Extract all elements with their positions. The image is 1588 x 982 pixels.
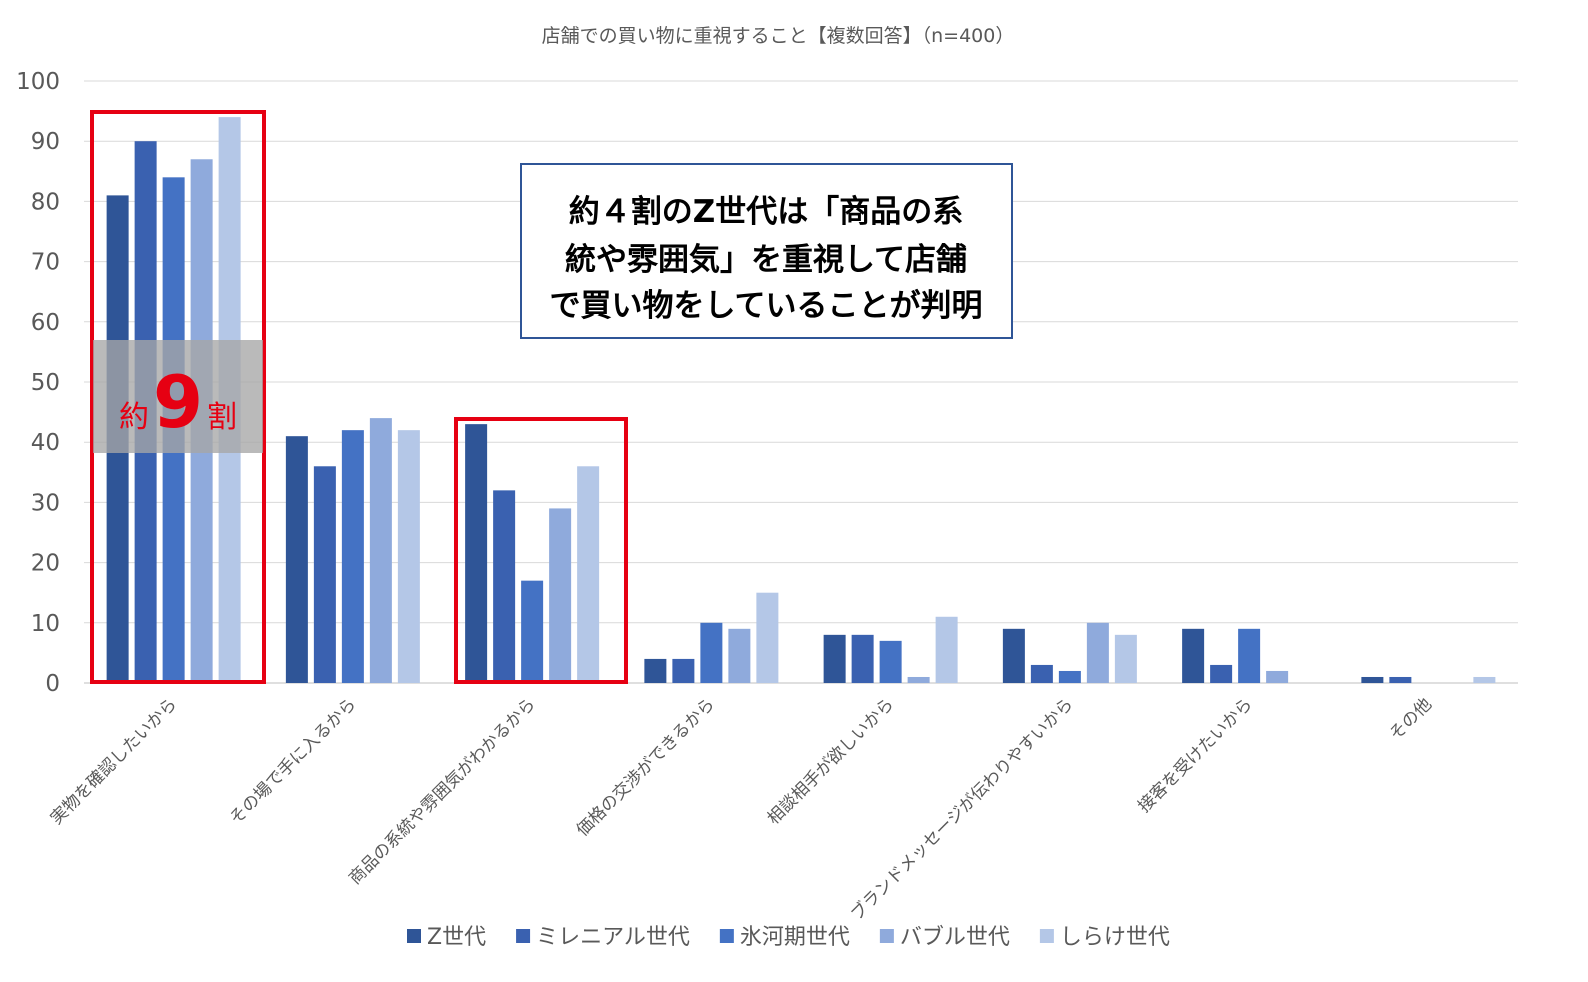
y-tick-label: 10 bbox=[31, 611, 60, 637]
y-tick-label: 80 bbox=[31, 189, 60, 215]
bar bbox=[728, 628, 751, 683]
legend-item: バブル世代 bbox=[879, 925, 1010, 950]
bar bbox=[1058, 670, 1081, 683]
legend-item: しらけ世代 bbox=[1039, 925, 1170, 950]
x-tick-label: 相談相手が欲しいから bbox=[764, 694, 898, 828]
bar bbox=[1086, 622, 1109, 683]
bar bbox=[1114, 634, 1137, 683]
callout-line-2: 統や雰囲気」を重視して店舗 bbox=[565, 242, 967, 278]
legend-swatch bbox=[879, 929, 894, 943]
y-tick-label: 90 bbox=[31, 129, 60, 155]
x-tick-label: その場で手に入るから bbox=[226, 694, 360, 828]
bar bbox=[1266, 670, 1289, 683]
bar bbox=[285, 436, 308, 683]
bar bbox=[644, 658, 667, 683]
legend-swatch bbox=[719, 929, 734, 943]
legend-label: ミレニアル世代 bbox=[536, 925, 690, 950]
bar bbox=[879, 640, 902, 683]
bar bbox=[1030, 664, 1053, 683]
bar bbox=[907, 676, 930, 683]
bar bbox=[1002, 628, 1025, 683]
x-tick-label: 価格の交渉ができるから bbox=[573, 694, 719, 840]
bar bbox=[313, 466, 336, 683]
legend-swatch bbox=[1039, 929, 1054, 943]
bar bbox=[493, 490, 516, 683]
legend-label: Z世代 bbox=[427, 925, 486, 950]
bar bbox=[756, 592, 779, 683]
nine-prefix: 約 bbox=[119, 400, 149, 435]
highlight-box-atmosphere bbox=[454, 417, 628, 684]
x-tick-label: 接客を受けたいから bbox=[1134, 694, 1256, 816]
bar bbox=[577, 466, 600, 683]
bar bbox=[1182, 628, 1205, 683]
nine-suffix: 割 bbox=[207, 400, 237, 435]
legend-item: Z世代 bbox=[407, 925, 486, 950]
legend-item: 氷河期世代 bbox=[719, 925, 850, 950]
bar bbox=[341, 430, 364, 683]
highlight-box-actual bbox=[90, 110, 266, 684]
bar bbox=[397, 430, 420, 683]
bar bbox=[369, 418, 392, 683]
legend-label: バブル世代 bbox=[900, 925, 1010, 950]
nine-label: 約9 割 bbox=[119, 360, 237, 444]
bar bbox=[935, 616, 958, 683]
nine-overlay bbox=[93, 340, 263, 453]
legend-swatch bbox=[407, 929, 421, 943]
bar bbox=[1210, 664, 1233, 683]
bar bbox=[1361, 676, 1384, 683]
legend-item: ミレニアル世代 bbox=[516, 925, 690, 950]
legend-label: しらけ世代 bbox=[1060, 925, 1170, 950]
y-tick-label: 40 bbox=[31, 430, 60, 456]
bar bbox=[465, 424, 488, 683]
bar bbox=[851, 634, 874, 683]
bar bbox=[1389, 676, 1412, 683]
x-tick-label: その他 bbox=[1386, 694, 1436, 744]
y-tick-label: 50 bbox=[31, 370, 60, 396]
y-tick-label: 100 bbox=[16, 69, 60, 95]
y-tick-label: 0 bbox=[45, 671, 60, 697]
y-tick-label: 70 bbox=[31, 250, 60, 276]
x-tick-label: ブランドメッセージが伝わりやすいから bbox=[846, 694, 1077, 925]
y-tick-label: 30 bbox=[31, 490, 60, 516]
legend-label: 氷河期世代 bbox=[740, 925, 850, 950]
bar bbox=[700, 622, 723, 683]
y-tick-label: 60 bbox=[31, 310, 60, 336]
bar bbox=[672, 658, 695, 683]
callout-box bbox=[520, 163, 1013, 339]
callout-line-1: 約４割のZ世代は「商品の系 bbox=[569, 194, 963, 230]
legend-swatch bbox=[516, 929, 531, 943]
y-axis-ticks: 0 10 20 30 40 50 60 70 80 90 100 bbox=[16, 69, 60, 697]
bar bbox=[823, 634, 846, 683]
nine-number: 9 bbox=[153, 360, 203, 444]
x-tick-label: 商品の系統や雰囲気がわかるから bbox=[345, 694, 539, 888]
bar bbox=[549, 508, 572, 683]
chart-title: 店舗での買い物に重視すること【複数回答】（n=400） bbox=[542, 25, 1015, 47]
y-tick-label: 20 bbox=[31, 551, 60, 577]
bar bbox=[1473, 676, 1496, 683]
legend: Z世代 ミレニアル世代 氷河期世代 バブル世代 しらけ世代 bbox=[407, 925, 1170, 950]
callout-line-3: で買い物をしていることが判明 bbox=[549, 288, 982, 324]
bar bbox=[521, 580, 544, 683]
x-tick-label: 実物を確認したいから bbox=[47, 694, 181, 828]
bar bbox=[1238, 628, 1261, 683]
